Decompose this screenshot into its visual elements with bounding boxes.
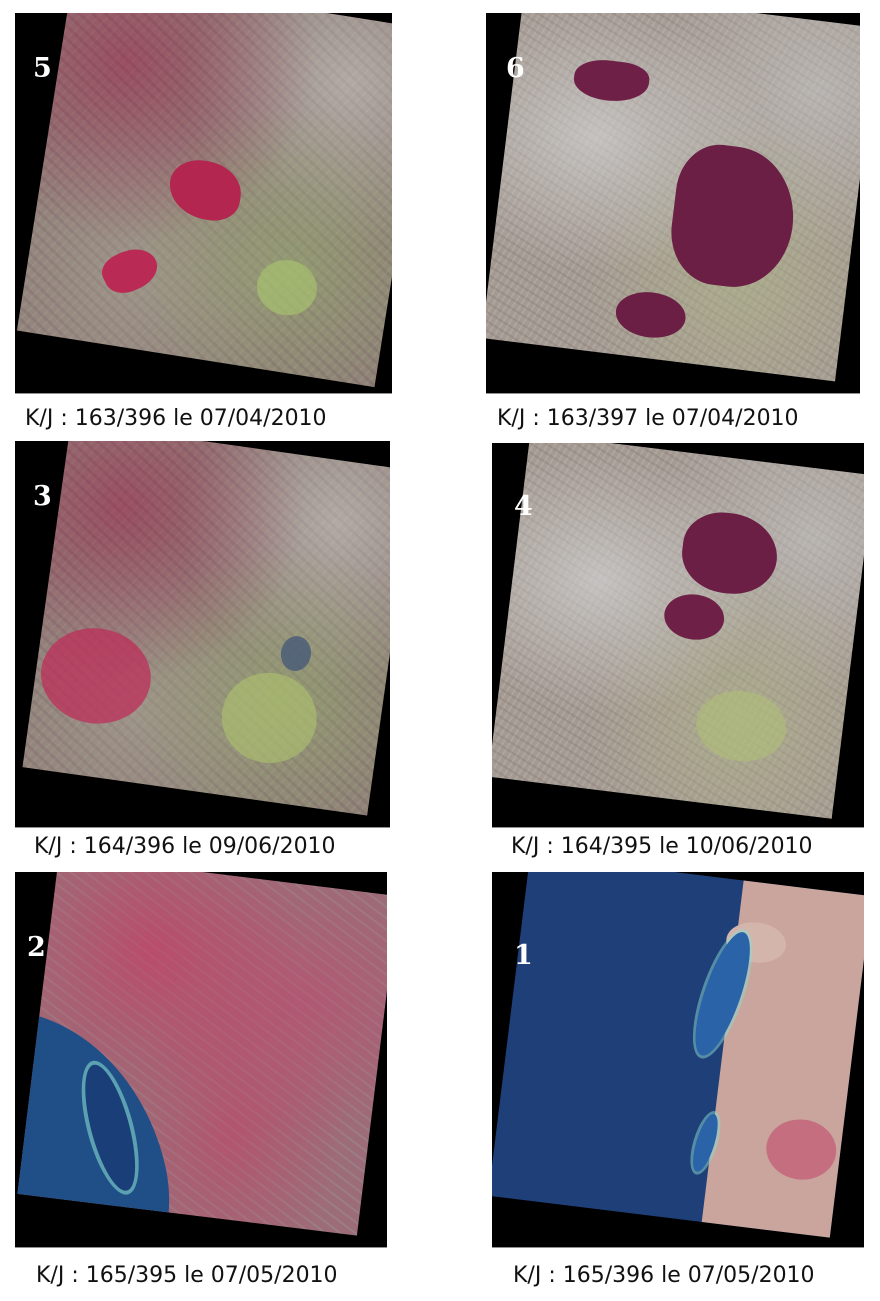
panel-border: [492, 1247, 864, 1248]
satellite-scene-1: [492, 872, 864, 1238]
burn-scar: [96, 240, 164, 301]
panel-border: [15, 1247, 387, 1248]
caption: K/J : 164/396 le 09/06/2010: [34, 834, 336, 859]
satellite-scene-4: [492, 443, 864, 819]
satellite-scene-6: [486, 13, 860, 382]
panel-border: [15, 393, 392, 394]
vegetation-patch: [252, 255, 321, 320]
satellite-image-panel-1: 1: [492, 872, 864, 1247]
panel-border: [492, 827, 864, 828]
satellite-image-panel-2: 2: [15, 872, 387, 1247]
burn-scar: [661, 591, 727, 644]
satellite-image-panel-3: 3: [15, 441, 390, 827]
satellite-image-panel-5: 5: [15, 13, 392, 393]
burn-scar: [571, 56, 652, 106]
caption: K/J : 165/395 le 07/05/2010: [36, 1263, 338, 1288]
coastal-land: [698, 872, 864, 1238]
burn-scar: [34, 621, 157, 731]
caption: K/J : 163/396 le 07/04/2010: [25, 406, 327, 431]
caption: K/J : 165/396 le 07/05/2010: [513, 1263, 815, 1288]
panel-number: 2: [27, 932, 46, 963]
panel-number: 3: [33, 481, 52, 512]
satellite-scene-3: [22, 441, 390, 816]
burn-scar: [677, 507, 782, 599]
satellite-image-panel-6: 6: [486, 13, 860, 393]
caption: K/J : 164/395 le 10/06/2010: [511, 834, 813, 859]
panel-number: 5: [33, 53, 52, 84]
satellite-image-panel-4: 4: [492, 443, 864, 827]
panel-number: 6: [506, 53, 525, 84]
burn-scar: [165, 155, 246, 225]
panel-border: [486, 393, 860, 394]
burn-scar: [665, 139, 802, 294]
vegetation-patch: [692, 685, 791, 767]
panel-number: 1: [514, 940, 533, 971]
burn-scar: [613, 288, 689, 342]
panel-border: [15, 827, 390, 828]
vegetation-patch: [215, 666, 323, 770]
satellite-scene-5: [16, 13, 392, 388]
water-body: [278, 634, 314, 673]
satellite-scene-2: [17, 872, 387, 1236]
panel-number: 4: [514, 491, 533, 522]
caption: K/J : 163/397 le 07/04/2010: [497, 406, 799, 431]
